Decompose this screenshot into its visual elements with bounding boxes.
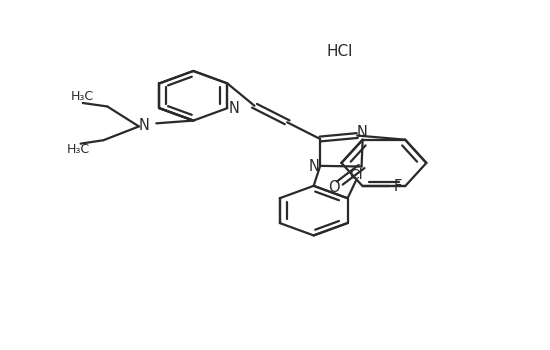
Text: H₃C: H₃C — [72, 90, 95, 103]
Text: N: N — [356, 125, 367, 140]
Text: O: O — [328, 180, 340, 195]
Text: HCl: HCl — [327, 43, 353, 58]
Text: Cl: Cl — [349, 168, 362, 182]
Text: N: N — [228, 101, 239, 116]
Text: H₃C: H₃C — [67, 144, 90, 156]
Text: N: N — [139, 118, 150, 133]
Text: N: N — [308, 159, 319, 174]
Text: F: F — [394, 179, 402, 194]
